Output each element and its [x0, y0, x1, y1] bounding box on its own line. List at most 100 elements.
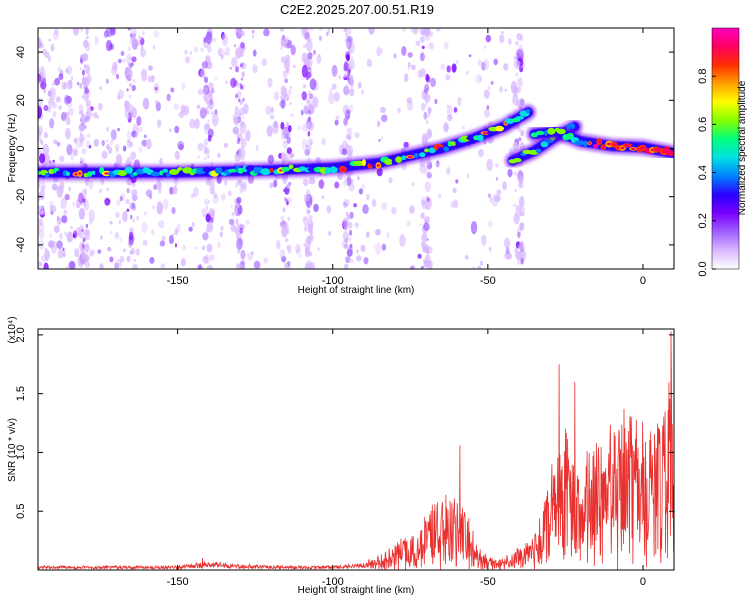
heatmap-noise-cell: [236, 90, 242, 98]
heatmap-noise-cell: [231, 56, 238, 68]
heatmap-noise-cell: [116, 199, 121, 206]
heatmap-noise-cell: [219, 231, 223, 238]
heatmap-noise-cell: [227, 190, 232, 197]
heatmap-noise-cell: [84, 242, 90, 253]
heatmap-noise-cell: [212, 37, 216, 43]
heatmap-noise-cell: [136, 116, 142, 126]
heatmap-noise-cell: [169, 128, 172, 133]
heatmap-cell-peak: [612, 143, 617, 146]
heatmap-cell: [353, 160, 365, 166]
heatmap-noise-cell: [308, 104, 315, 115]
heatmap-noise-cell: [136, 215, 139, 221]
heatmap-noise-cell: [489, 197, 493, 204]
heatmap-noise-cell: [84, 188, 87, 195]
heatmap-noise-cell: [235, 93, 238, 99]
spectrogram-x-axis-label: Height of straight line (km): [298, 285, 415, 296]
heatmap-noise-cell: [68, 108, 74, 117]
heatmap-noise-cell: [236, 238, 243, 251]
heatmap-noise-cell: [345, 28, 352, 36]
heatmap-noise-cell: [130, 28, 137, 37]
x-tick-label: -150: [167, 576, 189, 588]
heatmap-noise-cell: [200, 69, 206, 79]
heatmap-noise-cell: [406, 100, 414, 111]
heatmap-noise-cell: [153, 45, 156, 50]
heatmap-noise-cell: [40, 255, 47, 262]
heatmap-noise-cell: [233, 116, 239, 125]
heatmap-cell-peak: [270, 169, 273, 172]
heatmap-noise-cell: [284, 237, 289, 243]
heatmap-noise-cell: [79, 134, 84, 143]
heatmap-noise-cell: [104, 197, 111, 206]
heatmap-noise-cell: [518, 240, 525, 253]
heatmap-noise-cell: [286, 39, 293, 49]
heatmap-noise-cell: [220, 226, 224, 231]
heatmap-cell-peak: [368, 164, 372, 167]
heatmap-noise-cell: [205, 109, 210, 115]
colorbar-tick-label: 0.4: [697, 165, 709, 180]
heatmap-noise-cell: [100, 235, 103, 240]
heatmap-noise-cell: [221, 33, 228, 47]
heatmap-noise-cell: [427, 28, 431, 35]
heatmap-noise-cell: [381, 243, 387, 251]
heatmap-noise-cell: [334, 119, 339, 126]
heatmap-noise-cell: [122, 145, 127, 152]
heatmap-noise-cell: [38, 228, 41, 235]
heatmap-noise-cell: [483, 109, 491, 118]
heatmap-noise-cell: [85, 223, 89, 228]
heatmap-noise-cell: [105, 78, 109, 84]
heatmap-noise-cell: [381, 137, 384, 140]
heatmap-noise-cell: [301, 52, 308, 64]
heatmap-noise-cell: [285, 198, 289, 204]
heatmap-noise-cell: [84, 125, 87, 129]
heatmap-noise-cell: [280, 86, 288, 97]
heatmap-noise-cell: [407, 61, 411, 68]
heatmap-noise-cell: [304, 200, 307, 203]
heatmap-noise-cell: [338, 75, 341, 80]
heatmap-noise-cell: [53, 139, 58, 145]
heatmap-noise-cell: [128, 56, 131, 60]
heatmap-cell: [62, 170, 68, 177]
heatmap-noise-cell: [81, 189, 88, 197]
heatmap-noise-cell: [205, 178, 211, 186]
heatmap-noise-cell: [424, 83, 429, 92]
heatmap-noise-cell: [184, 49, 189, 55]
heatmap-noise-cell: [272, 121, 279, 134]
heatmap-cell-peak: [407, 155, 413, 158]
heatmap-noise-cell: [239, 121, 247, 134]
heatmap-noise-cell: [286, 147, 292, 155]
heatmap-noise-cell: [172, 185, 178, 195]
heatmap-noise-cell: [115, 154, 123, 166]
heatmap-noise-cell: [483, 89, 490, 99]
heatmap-noise-cell: [85, 29, 89, 36]
heatmap-noise-cell: [280, 121, 285, 130]
heatmap-noise-cell: [280, 99, 286, 109]
heatmap-noise-cell: [515, 251, 522, 260]
heatmap-noise-cell: [133, 32, 137, 38]
heatmap-noise-cell: [386, 232, 390, 239]
heatmap-noise-cell: [421, 45, 425, 50]
figure-title: C2E2.2025.207.00.51.R19: [280, 2, 434, 17]
heatmap-noise-cell: [128, 94, 132, 99]
heatmap-noise-cell: [125, 198, 130, 205]
heatmap-noise-cell: [424, 83, 430, 93]
heatmap-noise-cell: [344, 238, 348, 244]
heatmap-noise-cell: [181, 82, 186, 90]
heatmap-noise-cell: [428, 42, 435, 50]
heatmap-noise-cell: [229, 66, 232, 70]
heatmap-noise-cell: [82, 237, 86, 243]
heatmap-noise-cell: [89, 249, 95, 256]
snr-x-axis-label: Height of straight line (km): [298, 585, 415, 596]
heatmap-noise-cell: [205, 31, 213, 45]
heatmap-noise-cell: [44, 247, 48, 253]
heatmap-noise-cell: [73, 137, 78, 144]
heatmap-noise-cell: [143, 211, 148, 216]
heatmap-noise-cell: [78, 123, 86, 132]
heatmap-noise-cell: [349, 88, 355, 97]
heatmap-noise-cell: [424, 216, 431, 224]
heatmap-noise-cell: [78, 104, 84, 112]
heatmap-noise-cell: [504, 88, 507, 93]
heatmap-noise-cell: [486, 105, 490, 111]
heatmap-noise-cell: [127, 114, 130, 120]
heatmap-noise-cell: [209, 99, 214, 106]
heatmap-noise-cell: [156, 181, 162, 191]
